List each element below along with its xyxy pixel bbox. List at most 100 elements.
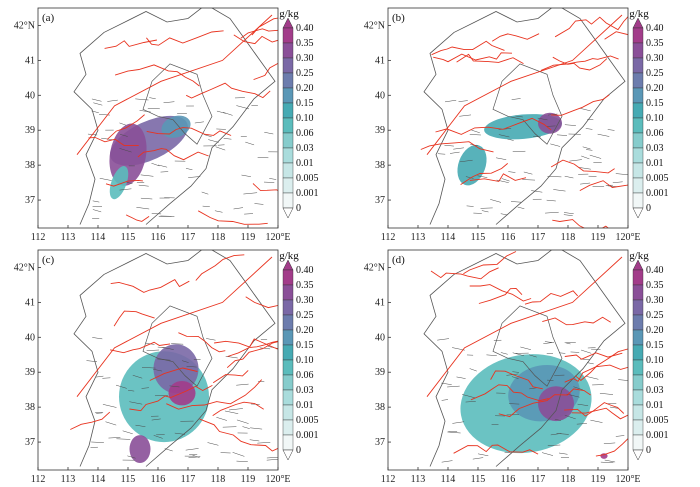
lat-tick-label: 38	[375, 160, 385, 171]
wind-barb	[449, 151, 460, 154]
wind-barb	[223, 138, 232, 140]
wind-barb	[140, 197, 153, 200]
lat-tick-label: 37	[375, 437, 385, 448]
wind-barb	[547, 444, 561, 446]
wind-barb	[107, 99, 118, 102]
wind-barb	[206, 338, 216, 341]
wind-barb	[564, 414, 576, 420]
lat-tick-label: 42°N	[14, 20, 35, 31]
colorbar-label: 0.03	[296, 385, 314, 396]
contour-line	[252, 183, 278, 191]
wind-barb	[520, 346, 531, 350]
contour-line	[420, 141, 494, 153]
wind-barb	[453, 147, 464, 150]
colorbar-label: 0.40	[646, 265, 664, 276]
wind-barb	[259, 347, 271, 350]
wind-barb	[249, 439, 260, 442]
wind-barb	[471, 129, 480, 134]
colorbar-swatch	[282, 314, 294, 331]
lon-tick-label: 118	[211, 474, 226, 485]
wind-barb	[99, 177, 112, 181]
colorbar-label: 0.15	[296, 340, 314, 351]
wind-barb	[141, 387, 149, 389]
contour-line	[595, 437, 628, 457]
lon-tick-label: 112	[381, 474, 396, 485]
contour-line	[426, 14, 623, 155]
colorbar-label: 0.35	[646, 280, 664, 291]
colorbar-swatch	[282, 72, 294, 89]
contour-line	[197, 210, 268, 225]
shaded-region	[109, 165, 129, 200]
map-panel: (c) 112 113 114 115 116 117 118 119 120°E 37 38 39 40…	[14, 249, 319, 485]
wind-barb	[507, 138, 514, 141]
colorbar-label: 0.10	[296, 113, 314, 124]
colorbar-label: 0.30	[296, 53, 314, 64]
colorbar-label: 0.06	[296, 128, 314, 139]
lat-tick-label: 37	[375, 195, 385, 206]
colorbar-label: 0.03	[646, 385, 664, 396]
contour-line	[76, 256, 273, 397]
colorbar-swatch	[632, 102, 644, 119]
map-panel: (b) 112 113 114 115 116 117 118 119 120°E 37 38 39 40…	[364, 7, 669, 243]
lat-tick-label: 40	[25, 90, 35, 101]
colorbar-swatch	[632, 374, 644, 391]
colorbar-swatch	[282, 177, 294, 194]
wind-barb	[188, 456, 201, 459]
wind-barb	[105, 421, 117, 426]
wind-barb	[93, 102, 103, 106]
wind-barb	[157, 346, 166, 348]
wind-barb	[523, 171, 533, 175]
lon-tick-label: 112	[31, 474, 46, 485]
panel-label: (d)	[392, 254, 405, 266]
colorbar-label: 0.01	[296, 400, 314, 411]
contour-line	[564, 352, 623, 360]
wind-barb	[589, 154, 602, 159]
contour-line	[469, 284, 532, 302]
wind-barb	[481, 210, 489, 213]
colorbar-swatch	[632, 404, 644, 421]
lon-tick-label: 114	[91, 232, 106, 243]
wind-barb	[504, 452, 511, 454]
lon-tick-label: 113	[411, 474, 426, 485]
contour-line	[574, 348, 628, 381]
contour-line	[178, 332, 226, 353]
wind-barb	[163, 101, 175, 104]
wind-barb	[96, 375, 104, 378]
colorbar-unit: g/kg	[279, 8, 299, 20]
province-boundary	[73, 8, 276, 225]
wind-barb	[486, 354, 497, 356]
colorbar-label: 0.001	[646, 188, 669, 199]
wind-barb	[92, 209, 102, 213]
wind-barb	[537, 117, 548, 121]
contour-line	[253, 62, 278, 81]
lon-tick-label: 118	[561, 232, 576, 243]
wind-barb	[139, 110, 151, 113]
lat-tick-label: 37	[25, 195, 35, 206]
lon-tick-label: 113	[61, 232, 76, 243]
colorbar-label: 0.10	[646, 113, 664, 124]
lon-tick-label: 116	[151, 474, 166, 485]
wind-barb	[558, 452, 568, 455]
wind-barb	[531, 190, 543, 193]
colorbar-swatch	[282, 329, 294, 346]
contour-line	[550, 94, 610, 116]
shaded-region	[538, 386, 574, 422]
wind-barb	[586, 149, 593, 151]
wind-barb	[207, 442, 219, 446]
wind-barb	[615, 173, 628, 175]
colorbar-swatch	[282, 192, 294, 209]
contour-line	[456, 53, 524, 64]
colorbar-label: 0	[646, 203, 651, 214]
map-panel: (a) 112 113 114 115 116 117 118 119 120°E 37 38 39 40…	[14, 7, 319, 243]
wind-barb	[102, 404, 117, 408]
lon-tick-label: 112	[31, 232, 46, 243]
wind-barb	[208, 139, 219, 143]
contour-line	[554, 15, 628, 38]
contour-line	[460, 163, 508, 185]
wind-barb	[119, 122, 127, 126]
wind-barb	[603, 442, 616, 444]
wind-barb	[500, 352, 508, 355]
wind-barb	[232, 452, 245, 457]
wind-barb	[151, 162, 160, 167]
panel-label: (b)	[392, 12, 405, 24]
